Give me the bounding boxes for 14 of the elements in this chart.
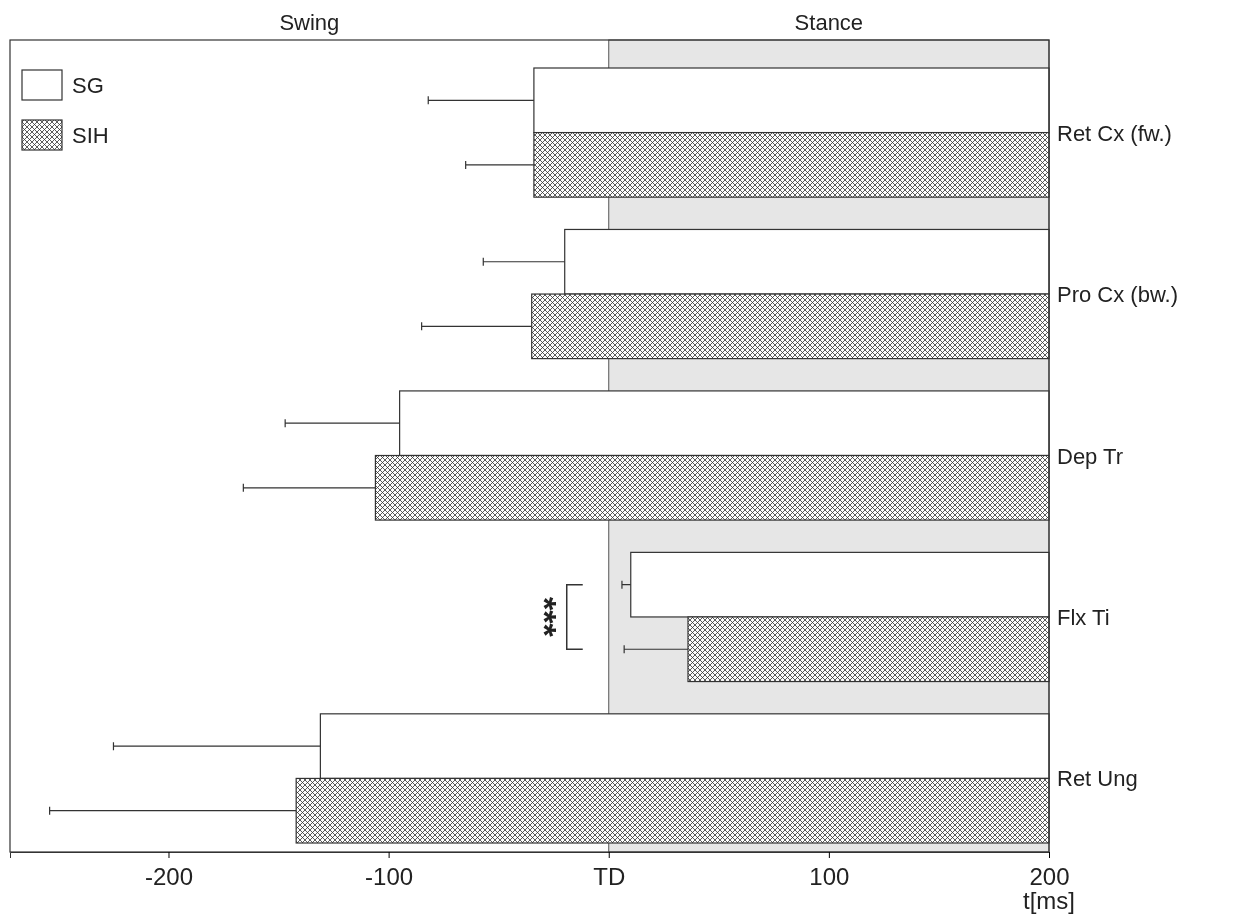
x-tick-label: 100: [809, 863, 850, 891]
band-label: Stance: [794, 10, 864, 35]
y-tick-label: Pro Cx (bw.): [1057, 282, 1179, 308]
x-tick-label: -100: [365, 863, 414, 891]
legend-label: SG: [72, 73, 104, 98]
x-tick-label: -200: [144, 863, 194, 891]
y-tick-label: Ret Ung: [1057, 766, 1138, 792]
legend-label: SIH: [72, 123, 109, 148]
text: Swing: [279, 10, 340, 35]
y-tick-label: Flx Ti: [1057, 604, 1110, 630]
x-tick-label: TD: [593, 863, 626, 891]
annotation: ***: [525, 597, 564, 638]
y-tick-label: Ret Cx (fw.): [1057, 120, 1172, 146]
y-tick-label: Dep Tr: [1057, 443, 1124, 469]
